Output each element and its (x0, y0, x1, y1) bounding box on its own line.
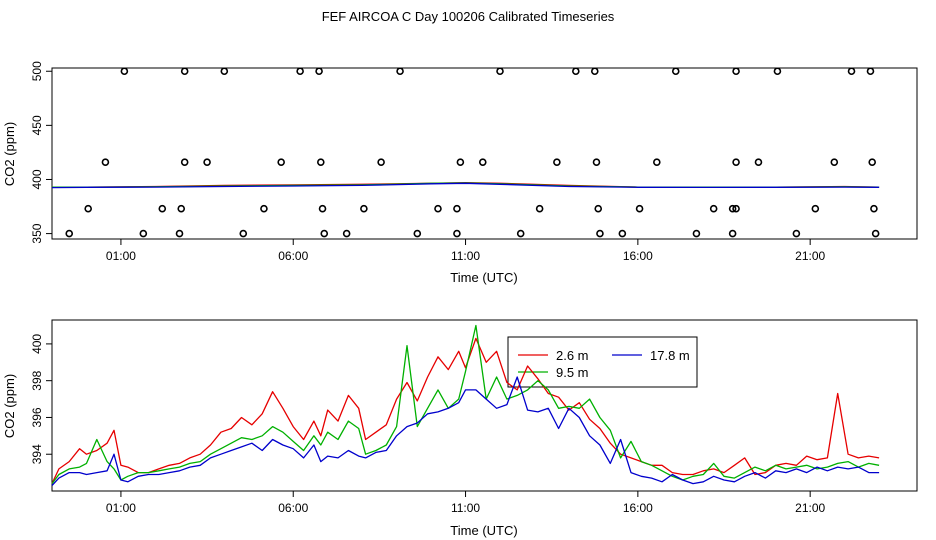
top-y-tick-label: 500 (30, 61, 44, 81)
top-data-point (870, 204, 878, 213)
top-panel-marks: 01:00 06:00 11:00 16:00 21:00 350 400 450 500 (30, 61, 880, 263)
top-data-point (396, 67, 404, 76)
top-data-point (732, 158, 740, 166)
top-data-point (830, 158, 839, 166)
top-data-point (84, 204, 92, 213)
top-data-point (516, 229, 525, 238)
top-data-point (592, 158, 601, 166)
top-data-point (101, 158, 110, 166)
top-data-point (260, 204, 268, 213)
top-y-tick-label: 450 (30, 115, 44, 135)
bottom-y-tick-label: 396 (30, 407, 44, 427)
top-data-point (811, 204, 820, 213)
top-data-point (618, 229, 627, 238)
top-data-point (709, 204, 718, 213)
top-x-axis-label: Time (UTC) (450, 270, 517, 285)
top-data-point (175, 229, 184, 238)
top-data-point (453, 204, 461, 213)
top-data-point (594, 204, 603, 213)
top-data-point (180, 158, 189, 166)
top-data-point (320, 229, 329, 238)
legend-label-2-6m: 2.6 m (556, 348, 589, 363)
top-x-tick-label: 01:00 (106, 249, 136, 263)
top-data-point (65, 229, 74, 238)
top-data-point (590, 67, 599, 76)
bottom-plot-frame (51, 319, 918, 492)
top-data-point (728, 229, 737, 238)
top-data-point (203, 158, 211, 166)
top-data-point (635, 204, 644, 213)
top-data-point (596, 229, 604, 238)
top-data-point (866, 67, 875, 76)
bottom-panel-marks: 01:00 06:00 11:00 16:00 21:00 394 396 398 400 (30, 324, 880, 515)
top-data-point (177, 204, 186, 213)
top-data-point (868, 158, 876, 166)
top-x-tick-label: 16:00 (623, 249, 653, 263)
legend-label-17-8m: 17.8 m (650, 348, 690, 363)
top-y-axis-label: CO2 (ppm) (2, 122, 17, 186)
top-x-tick-label: 11:00 (451, 249, 480, 263)
top-data-point (653, 158, 661, 166)
top-y-tick-label: 350 (30, 223, 44, 243)
top-data-point (158, 204, 167, 213)
top-data-point (732, 204, 740, 213)
top-data-point (434, 204, 442, 213)
top-data-point (847, 67, 856, 76)
top-data-point (139, 229, 148, 238)
bottom-y-tick-label: 398 (30, 370, 44, 390)
bottom-y-tick-label: 400 (30, 334, 44, 354)
top-data-point (342, 229, 351, 238)
bottom-x-tick-label: 01:00 (106, 501, 136, 515)
top-data-point (754, 158, 763, 166)
top-data-point (296, 67, 304, 76)
top-data-point (317, 158, 325, 166)
top-data-point (360, 204, 368, 213)
top-data-point (871, 229, 880, 238)
bottom-x-tick-label: 11:00 (451, 501, 480, 515)
figure-title: FEF AIRCOA C Day 100206 Calibrated Times… (322, 9, 615, 24)
top-series-line-17-8-m (51, 182, 880, 189)
top-data-point (553, 158, 561, 166)
top-data-point (413, 229, 422, 238)
top-data-point (120, 67, 129, 76)
top-data-point (792, 229, 801, 238)
legend: 2.6 m 9.5 m 17.8 m (507, 336, 698, 388)
top-plot-frame (51, 67, 918, 240)
top-data-point (377, 158, 385, 166)
bottom-series-line-2-6-m (51, 337, 880, 484)
bottom-x-tick-label: 06:00 (278, 501, 308, 515)
legend-label-9-5m: 9.5 m (556, 365, 589, 380)
bottom-x-tick-label: 16:00 (623, 501, 653, 515)
top-data-point (478, 158, 487, 166)
bottom-x-tick-label: 21:00 (795, 501, 825, 515)
bottom-y-axis-label: CO2 (ppm) (2, 374, 17, 438)
top-x-tick-label: 21:00 (795, 249, 825, 263)
top-data-point (692, 229, 701, 238)
top-data-point (728, 204, 737, 213)
top-data-point (572, 67, 580, 76)
top-x-tick-label: 06:00 (278, 249, 308, 263)
top-data-point (277, 158, 285, 166)
top-data-point (318, 204, 327, 213)
top-data-point (773, 67, 782, 76)
top-y-tick-label: 400 (30, 169, 44, 189)
top-data-point (220, 67, 229, 76)
bottom-y-tick-label: 394 (30, 444, 44, 464)
top-data-point (315, 67, 323, 76)
top-data-point (535, 204, 544, 213)
bottom-series-line-9-5-m (51, 324, 880, 484)
top-data-point (180, 67, 189, 76)
bottom-series-line-17-8-m (51, 376, 880, 486)
legend-box (507, 336, 698, 388)
top-data-point (671, 67, 680, 76)
top-data-point (732, 67, 740, 76)
top-data-point (239, 229, 248, 238)
top-data-point (496, 67, 504, 76)
top-data-point (453, 229, 461, 238)
bottom-x-axis-label: Time (UTC) (450, 523, 517, 538)
top-data-point (456, 158, 465, 166)
